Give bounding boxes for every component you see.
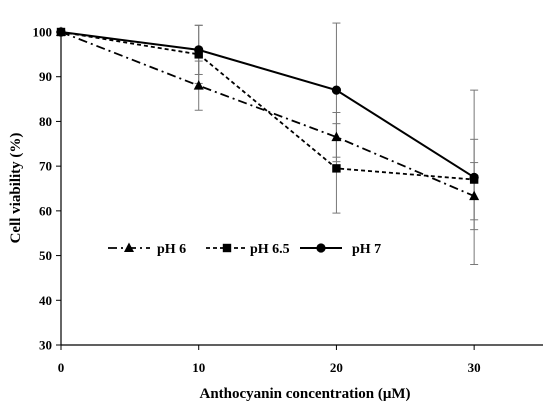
legend-marker-ph-6	[124, 242, 134, 252]
y-tick-label: 60	[39, 203, 52, 218]
legend-label-ph-6-5: pH 6.5	[250, 242, 290, 257]
series-line-ph-6-5	[60, 31, 475, 181]
y-tick-label: 100	[33, 25, 53, 40]
data-point-ph-6	[469, 190, 480, 201]
x-tick-label: 0	[58, 360, 65, 375]
legend: pH 6 pH 6.5 pH 7	[108, 242, 381, 257]
series-lines	[60, 31, 475, 197]
series-line-ph-7	[60, 31, 475, 179]
legend-item-ph-7: pH 7	[300, 242, 381, 257]
data-point-ph-7	[331, 85, 342, 95]
legend-label-ph-7: pH 7	[352, 242, 381, 257]
data-point-ph-6-5	[332, 164, 341, 173]
y-tick-label: 50	[39, 248, 52, 263]
error-bars	[194, 22, 479, 266]
series-line-ph-6	[60, 31, 475, 197]
tick-labels: 30 40 50 60 70 80 90 100 0 10 20 30	[33, 25, 481, 376]
legend-item-ph-6-5: pH 6.5	[206, 242, 290, 257]
legend-marker-ph-7	[316, 243, 326, 253]
x-tick-label: 20	[330, 360, 343, 375]
y-tick-label: 80	[39, 114, 52, 129]
x-tick-label: 30	[468, 360, 481, 375]
y-tick-label: 70	[39, 159, 52, 174]
legend-marker-ph-6-5	[222, 243, 232, 253]
x-tick-label: 10	[192, 360, 205, 375]
y-axis-title: Cell viability (%)	[8, 133, 24, 244]
data-point-ph-7	[56, 27, 66, 37]
legend-item-ph-6: pH 6	[108, 242, 186, 257]
y-tick-label: 30	[39, 338, 52, 353]
y-tick-label: 90	[39, 69, 52, 84]
series-markers	[56, 26, 480, 201]
data-point-ph-6	[193, 80, 204, 90]
x-axis-title: Anthocyanin concentration (μM)	[200, 386, 411, 402]
axes	[56, 31, 543, 350]
data-point-ph-7	[469, 172, 479, 182]
y-tick-label: 40	[39, 293, 52, 308]
legend-label-ph-6: pH 6	[157, 242, 186, 257]
data-point-ph-6	[331, 131, 342, 142]
data-point-ph-7	[194, 45, 204, 55]
